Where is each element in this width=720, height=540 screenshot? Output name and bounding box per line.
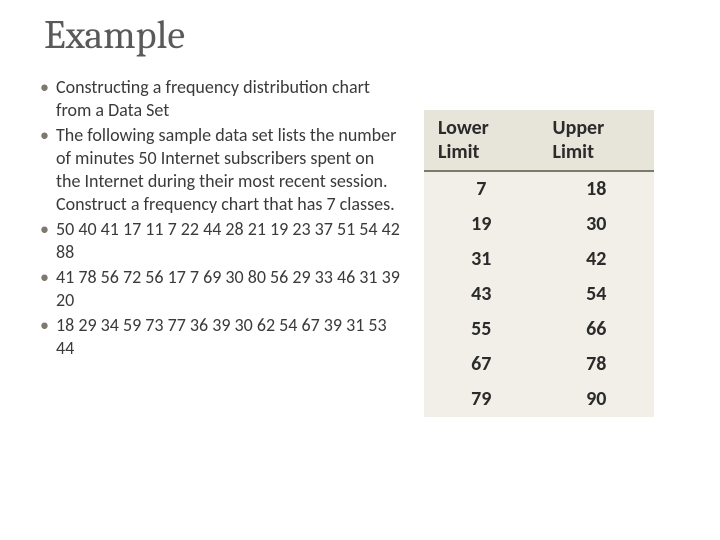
limits-table: Lower Limit Upper Limit 718 1930 3142 43… xyxy=(424,110,654,417)
table-row: 4354 xyxy=(424,277,654,312)
bullet-item: The following sample data set lists the … xyxy=(40,124,400,216)
table-row: 1930 xyxy=(424,207,654,242)
slide-title: Example xyxy=(44,12,680,58)
bullet-column: Constructing a frequency distribution ch… xyxy=(40,76,400,417)
table-header-upper: Upper Limit xyxy=(539,110,654,171)
table-row: 5566 xyxy=(424,312,654,347)
table-row: 6778 xyxy=(424,347,654,382)
cell-lower: 19 xyxy=(424,207,539,242)
cell-lower: 79 xyxy=(424,382,539,417)
cell-upper: 42 xyxy=(539,242,654,277)
cell-upper: 30 xyxy=(539,207,654,242)
bullet-item: Constructing a frequency distribution ch… xyxy=(40,76,400,122)
table-row: 7990 xyxy=(424,382,654,417)
cell-lower: 43 xyxy=(424,277,539,312)
table-row: 718 xyxy=(424,171,654,207)
cell-upper: 54 xyxy=(539,277,654,312)
cell-lower: 7 xyxy=(424,171,539,207)
bullet-item: 18 29 34 59 73 77 36 39 30 62 54 67 39 3… xyxy=(40,314,400,360)
bullet-item: 50 40 41 17 11 7 22 44 28 21 19 23 37 51… xyxy=(40,218,400,264)
bullet-list: Constructing a frequency distribution ch… xyxy=(40,76,400,360)
cell-upper: 18 xyxy=(539,171,654,207)
content-row: Constructing a frequency distribution ch… xyxy=(40,76,680,417)
bullet-item: 41 78 56 72 56 17 7 69 30 80 56 29 33 46… xyxy=(40,266,400,312)
cell-upper: 90 xyxy=(539,382,654,417)
table-header-lower: Lower Limit xyxy=(424,110,539,171)
table-header-row: Lower Limit Upper Limit xyxy=(424,110,654,171)
table-row: 3142 xyxy=(424,242,654,277)
table-column: Lower Limit Upper Limit 718 1930 3142 43… xyxy=(424,76,654,417)
cell-upper: 66 xyxy=(539,312,654,347)
cell-upper: 78 xyxy=(539,347,654,382)
cell-lower: 67 xyxy=(424,347,539,382)
slide: Example Constructing a frequency distrib… xyxy=(0,0,720,540)
cell-lower: 31 xyxy=(424,242,539,277)
cell-lower: 55 xyxy=(424,312,539,347)
